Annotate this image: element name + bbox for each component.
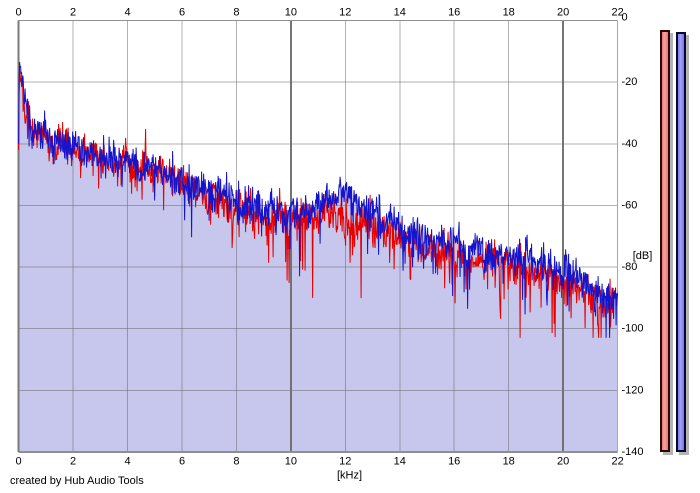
- svg-text:0: 0: [16, 456, 22, 468]
- svg-text:22: 22: [611, 456, 623, 468]
- svg-text:18: 18: [503, 456, 515, 468]
- svg-text:[dB]: [dB]: [633, 250, 653, 262]
- svg-text:16: 16: [448, 456, 460, 468]
- svg-text:4: 4: [124, 6, 130, 18]
- svg-text:18: 18: [503, 6, 515, 18]
- svg-text:-60: -60: [622, 199, 638, 211]
- svg-text:4: 4: [124, 456, 130, 468]
- svg-text:6: 6: [179, 6, 185, 18]
- svg-text:-100: -100: [622, 323, 644, 335]
- svg-text:2: 2: [70, 6, 76, 18]
- svg-text:-120: -120: [622, 384, 644, 396]
- svg-text:-80: -80: [622, 261, 638, 273]
- svg-text:22: 22: [611, 6, 623, 18]
- svg-text:6: 6: [179, 456, 185, 468]
- svg-text:12: 12: [339, 456, 351, 468]
- svg-text:8: 8: [233, 6, 239, 18]
- svg-text:10: 10: [285, 456, 297, 468]
- svg-text:created by Hub Audio Tools: created by Hub Audio Tools: [10, 475, 144, 487]
- svg-text:14: 14: [394, 456, 406, 468]
- svg-text:20: 20: [557, 6, 569, 18]
- svg-text:-20: -20: [622, 76, 638, 88]
- svg-text:[kHz]: [kHz]: [337, 470, 362, 482]
- svg-text:20: 20: [557, 456, 569, 468]
- svg-text:10: 10: [285, 6, 297, 18]
- svg-text:0: 0: [622, 12, 628, 24]
- svg-text:8: 8: [233, 456, 239, 468]
- svg-text:12: 12: [339, 6, 351, 18]
- svg-text:16: 16: [448, 6, 460, 18]
- svg-text:-140: -140: [622, 446, 644, 458]
- svg-text:0: 0: [16, 6, 22, 18]
- svg-text:-40: -40: [622, 138, 638, 150]
- svg-text:14: 14: [394, 6, 406, 18]
- svg-text:2: 2: [70, 456, 76, 468]
